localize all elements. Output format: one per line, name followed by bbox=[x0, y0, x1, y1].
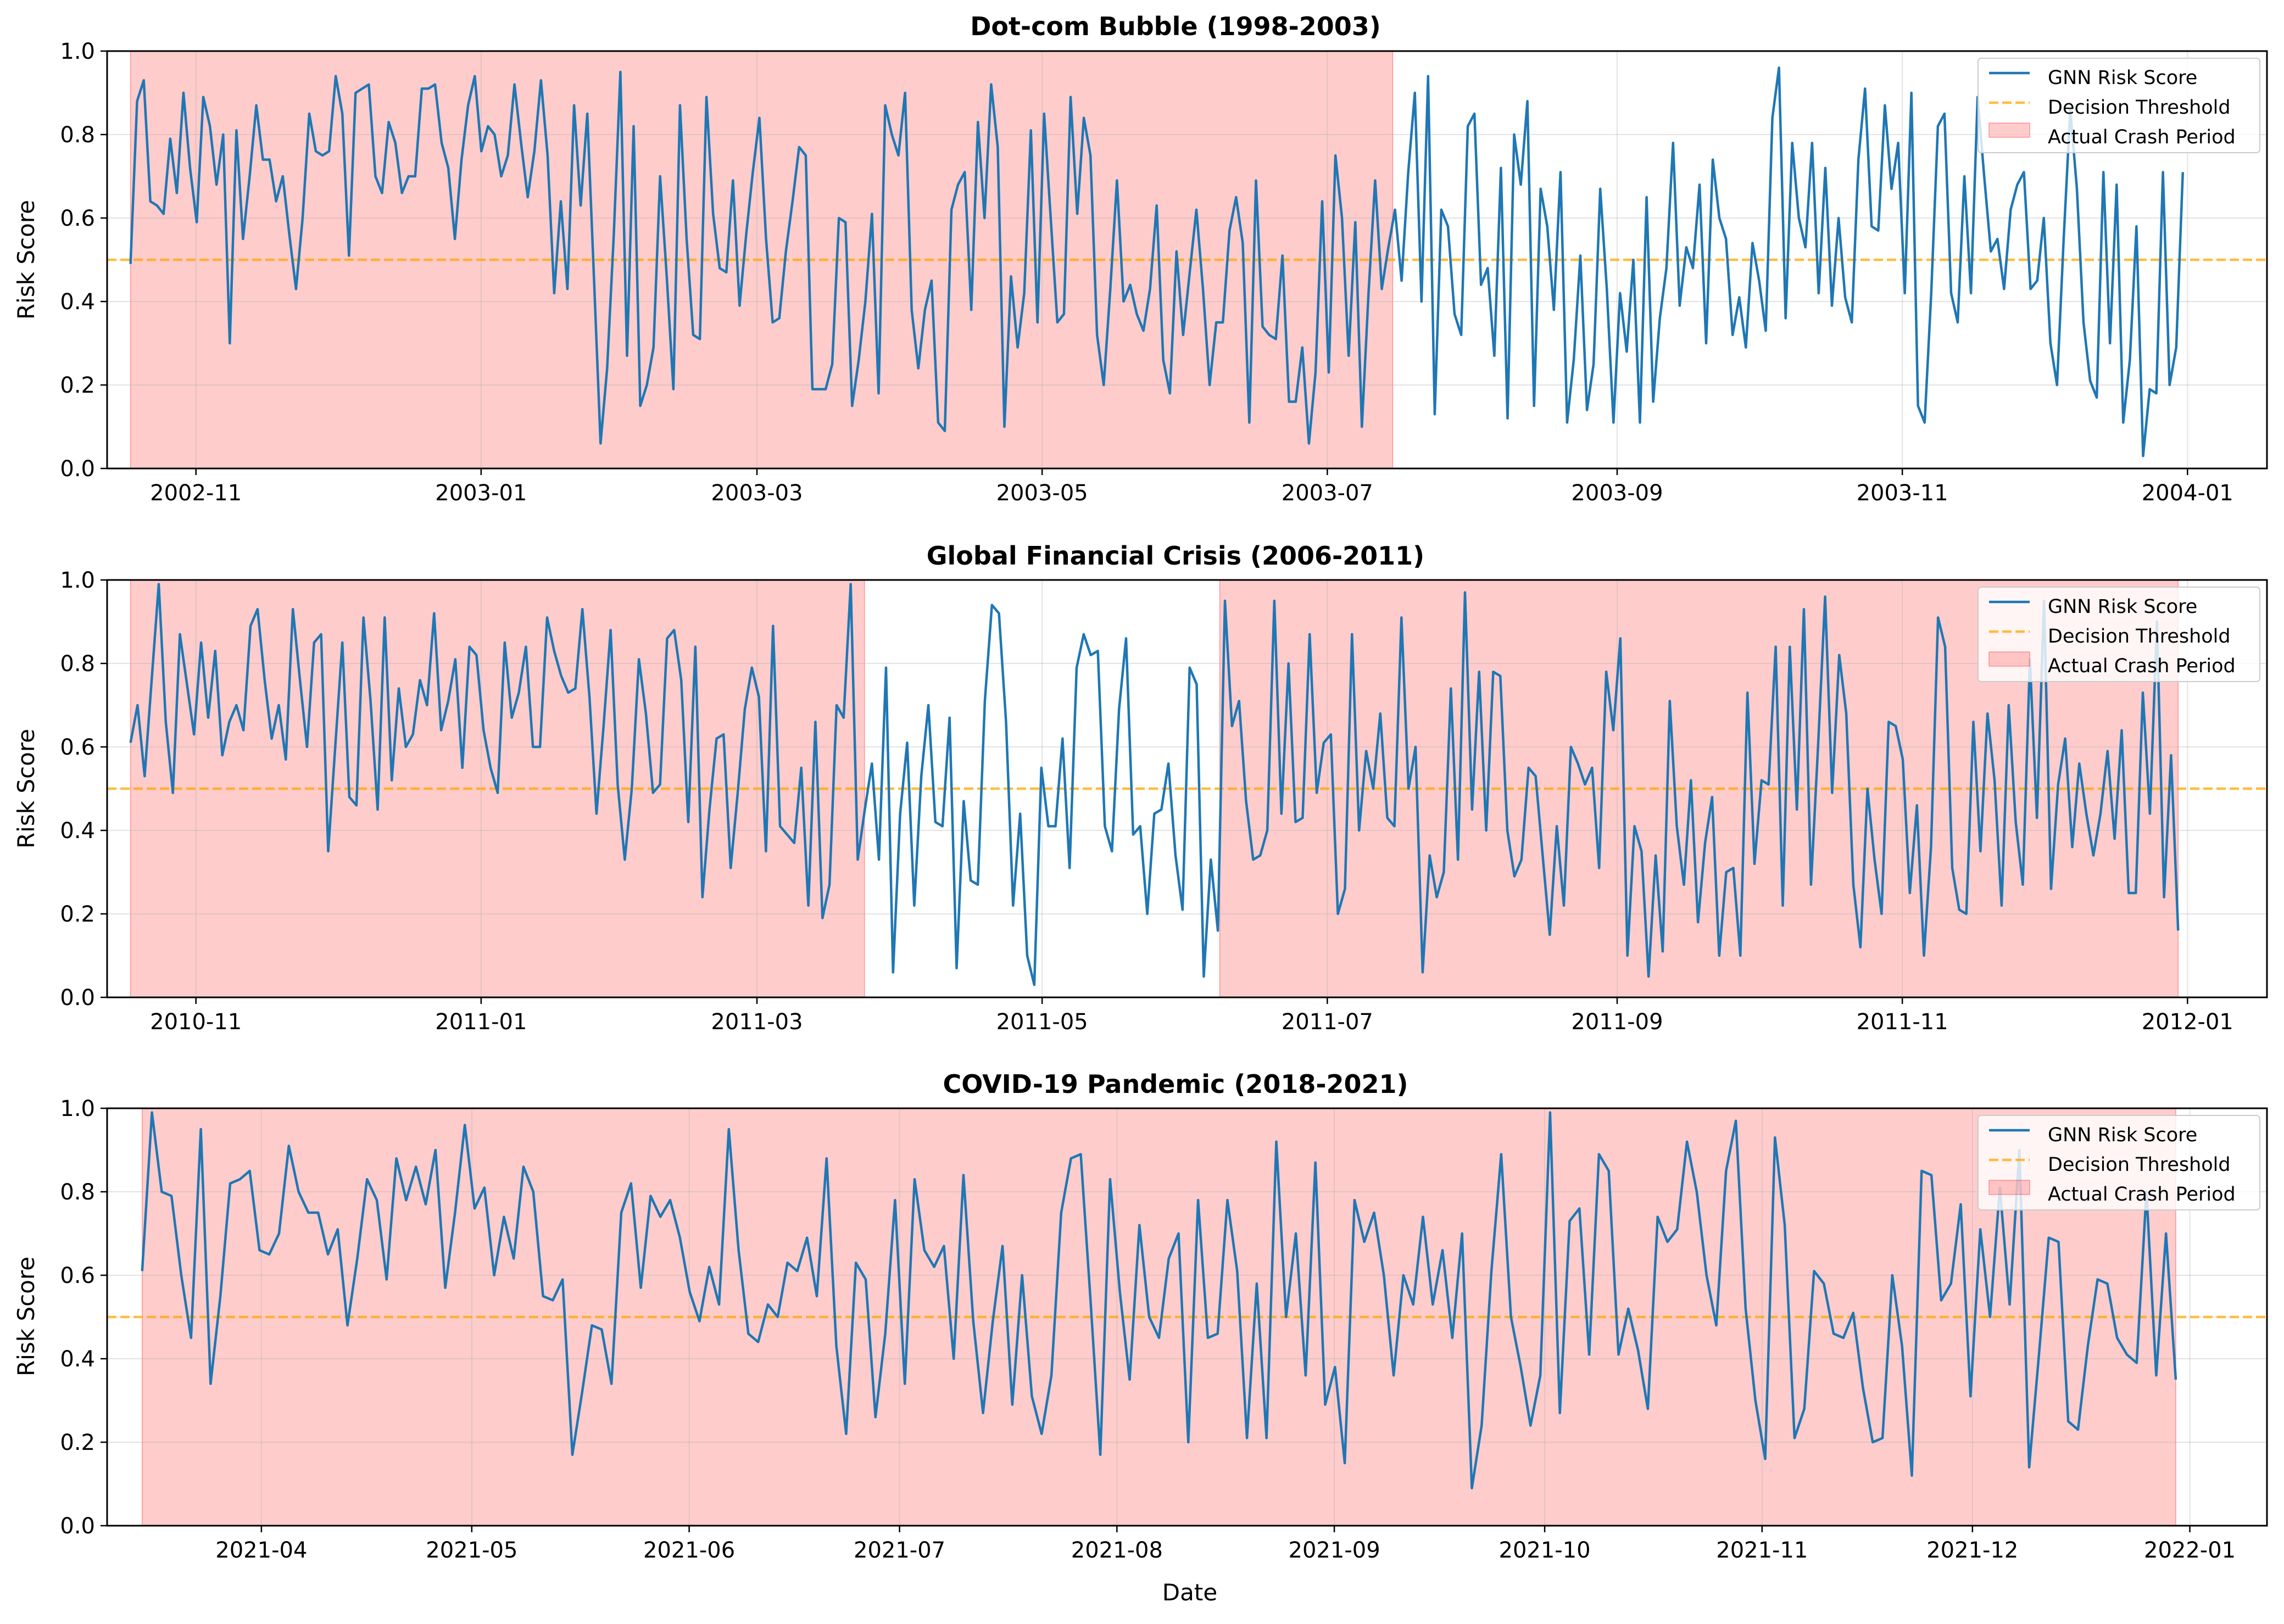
legend-handle-crash-period bbox=[1988, 651, 2030, 667]
y-tick-label: 0.4 bbox=[60, 1347, 95, 1372]
x-tick-label: 2021-11 bbox=[1716, 1538, 1808, 1563]
panel-dotcom: 0.0 0.2 0.4 0.6 0.8 1.0 2002-11 2003-01 2003-03 2… bbox=[13, 12, 2268, 506]
x-tick-label: 2011-03 bbox=[711, 1009, 803, 1035]
panel-gfc-legend: GNN Risk Score Decision Threshold Actual… bbox=[1977, 587, 2260, 682]
x-tick-label: 2003-07 bbox=[1282, 481, 1373, 506]
y-tick-label: 1.0 bbox=[60, 1096, 95, 1121]
axes-frame bbox=[106, 50, 2268, 470]
y-tick-label: 0.0 bbox=[60, 1514, 95, 1539]
x-tick-label: 2011-07 bbox=[1282, 1009, 1373, 1035]
y-tick-label: 0.0 bbox=[60, 985, 95, 1011]
y-tick-label: 0.0 bbox=[60, 456, 95, 482]
x-tick-label: 2021-10 bbox=[1499, 1538, 1591, 1563]
panel-gfc-title: Global Financial Crisis (2006-2011) bbox=[927, 541, 1424, 571]
legend-box bbox=[1977, 1115, 2260, 1210]
legend-item-risk-score: GNN Risk Score bbox=[2048, 67, 2197, 89]
legend-box bbox=[1977, 58, 2260, 153]
plot-area: 0.0 0.2 0.4 0.6 0.8 1.0 2002-11 2003-01 2003-03 2… bbox=[60, 39, 2268, 506]
panel-dotcom-legend: GNN Risk Score Decision Threshold Actual… bbox=[1977, 58, 2260, 153]
y-tick-label: 0.4 bbox=[60, 818, 95, 844]
x-tick-label: 2002-11 bbox=[150, 481, 242, 506]
plot-area: 0.0 0.2 0.4 0.6 0.8 1.0 2010-11 2011-01 2011-03 2… bbox=[60, 568, 2268, 1035]
y-tick-label: 0.2 bbox=[60, 1430, 95, 1455]
panel-gfc: 0.0 0.2 0.4 0.6 0.8 1.0 2010-11 2011-01 2011-03 2… bbox=[13, 541, 2268, 1035]
x-tick-label: 2010-11 bbox=[150, 1009, 242, 1035]
x-tick-label: 2011-09 bbox=[1571, 1009, 1663, 1035]
x-tick-label: 2021-08 bbox=[1071, 1538, 1163, 1563]
legend-item-crash-period: Actual Crash Period bbox=[2048, 655, 2236, 677]
panel-covid-legend: GNN Risk Score Decision Threshold Actual… bbox=[1977, 1115, 2260, 1210]
legend-handle-crash-period bbox=[1988, 122, 2030, 138]
x-axis-label: Date bbox=[1162, 1579, 1217, 1606]
legend-item-decision-threshold: Decision Threshold bbox=[2048, 1154, 2231, 1176]
x-tick-label: 2003-05 bbox=[996, 481, 1088, 506]
y-tick-label: 0.2 bbox=[60, 373, 95, 398]
x-tick-label: 2021-04 bbox=[215, 1538, 307, 1563]
y-tick-label: 0.8 bbox=[60, 122, 95, 148]
x-tick-label: 2011-01 bbox=[435, 1009, 527, 1035]
risk-score-points bbox=[130, 68, 2183, 456]
x-tick-label: 2021-09 bbox=[1289, 1538, 1380, 1563]
x-tick-label: 2012-01 bbox=[2142, 1009, 2233, 1035]
legend-item-decision-threshold: Decision Threshold bbox=[2048, 97, 2231, 119]
y-tick-label: 0.6 bbox=[60, 735, 95, 760]
risk-score-points bbox=[142, 1112, 2176, 1488]
x-tick-label: 2003-09 bbox=[1571, 481, 1663, 506]
legend-handle-crash-period bbox=[1988, 1180, 2030, 1195]
panel-dotcom-ylabel: Risk Score bbox=[13, 200, 40, 320]
x-tick-label: 2003-01 bbox=[435, 481, 527, 506]
x-tick-label: 2021-06 bbox=[643, 1538, 735, 1563]
risk-score-points bbox=[130, 584, 2179, 985]
y-tick-label: 0.4 bbox=[60, 289, 95, 315]
legend-item-risk-score: GNN Risk Score bbox=[2048, 596, 2197, 618]
legend-box bbox=[1977, 587, 2260, 682]
legend-item-crash-period: Actual Crash Period bbox=[2048, 1184, 2236, 1206]
y-tick-label: 0.6 bbox=[60, 1263, 95, 1288]
y-tick-label: 1.0 bbox=[60, 39, 95, 64]
panel-covid-ylabel: Risk Score bbox=[13, 1257, 40, 1376]
y-tick-label: 0.8 bbox=[60, 1180, 95, 1205]
x-tick-label: 2003-11 bbox=[1857, 481, 1948, 506]
x-tick-label: 2003-03 bbox=[711, 481, 803, 506]
y-tick-label: 1.0 bbox=[60, 568, 95, 593]
x-tick-label: 2022-01 bbox=[2144, 1538, 2236, 1563]
panel-gfc-ylabel: Risk Score bbox=[13, 729, 40, 849]
crash-period-region bbox=[142, 1108, 2176, 1526]
axes-frame bbox=[106, 579, 2268, 998]
panel-dotcom-title: Dot-com Bubble (1998-2003) bbox=[970, 12, 1381, 41]
x-tick-label: 2021-07 bbox=[854, 1538, 945, 1563]
x-tick-label: 2011-11 bbox=[1857, 1009, 1948, 1035]
x-tick-label: 2011-05 bbox=[996, 1009, 1088, 1035]
legend-item-decision-threshold: Decision Threshold bbox=[2048, 626, 2231, 648]
y-tick-label: 0.2 bbox=[60, 902, 95, 927]
x-tick-label: 2021-12 bbox=[1926, 1538, 2018, 1563]
panel-covid-title: COVID-19 Pandemic (2018-2021) bbox=[943, 1069, 1408, 1099]
x-tick-label: 2004-01 bbox=[2142, 481, 2233, 506]
x-tick-label: 2021-05 bbox=[426, 1538, 517, 1563]
y-tick-label: 0.6 bbox=[60, 206, 95, 231]
plot-area: 0.0 0.2 0.4 0.6 0.8 1.0 2021-04 2021-05 2021-06 2… bbox=[60, 1096, 2268, 1563]
legend-item-crash-period: Actual Crash Period bbox=[2048, 126, 2236, 148]
legend-item-risk-score: GNN Risk Score bbox=[2048, 1124, 2197, 1146]
y-tick-label: 0.8 bbox=[60, 651, 95, 677]
axes-frame bbox=[106, 1107, 2268, 1527]
panel-covid: 0.0 0.2 0.4 0.6 0.8 1.0 2021-04 2021-05 2021-06 2… bbox=[13, 1069, 2268, 1606]
